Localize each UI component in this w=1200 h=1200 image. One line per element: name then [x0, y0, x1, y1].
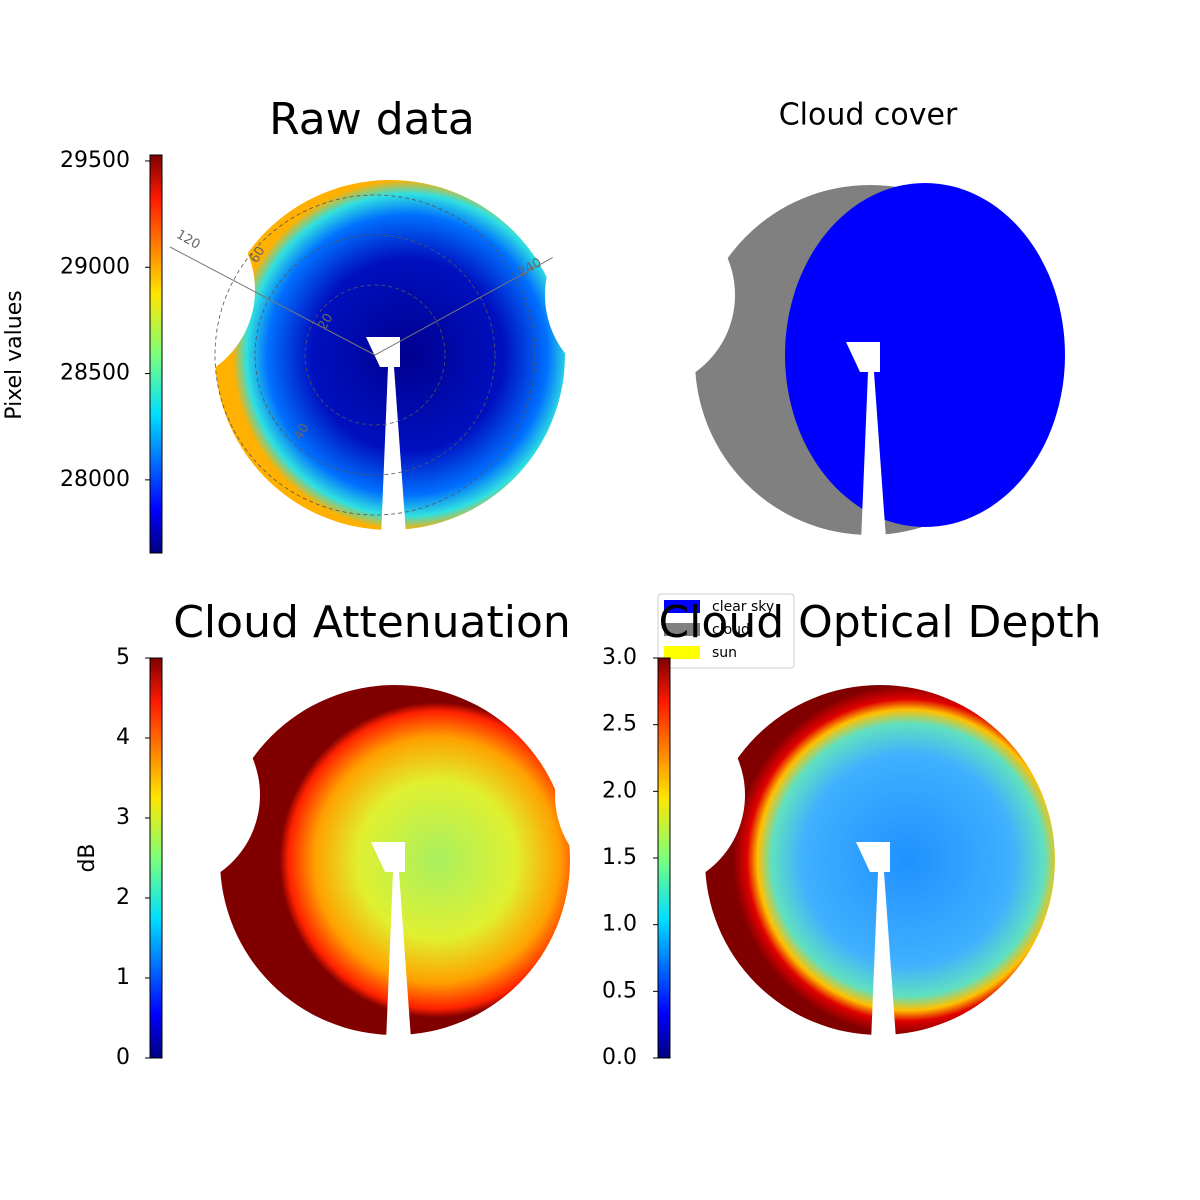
- legend-label: cloud: [712, 622, 750, 638]
- colorbar: [149, 657, 163, 1059]
- polar-label: 60: [247, 244, 268, 266]
- mask-bite: [555, 700, 745, 890]
- legend-label: clear sky: [712, 599, 774, 615]
- colorbar-tick-label: 2.0: [602, 778, 637, 803]
- colorbar-label: dB: [75, 843, 100, 872]
- legend-swatch: [664, 600, 700, 613]
- panel-title: Cloud cover: [779, 98, 958, 133]
- colorbar-tick-label: 0.0: [602, 1045, 637, 1070]
- mast-mask: [366, 337, 408, 562]
- polar-ring: [304, 284, 446, 426]
- colorbar-tick-label: 29000: [60, 254, 130, 279]
- colorbar-tick-label: 1: [116, 965, 130, 990]
- colorbar-tick-label: 29500: [60, 148, 130, 173]
- colorbar-tick-label: 0.5: [602, 978, 637, 1003]
- legend-swatch: [664, 623, 700, 636]
- polar-spoke: [374, 246, 573, 356]
- mask-bite: [70, 700, 260, 890]
- colorbar-tick-label: 3.0: [602, 645, 637, 670]
- colorbar-tick-label: 0: [116, 1045, 130, 1070]
- clear-sky-region: [785, 183, 1065, 527]
- panel-title: Raw data: [269, 94, 475, 145]
- panel-title: Cloud Attenuation: [173, 597, 571, 648]
- mast-mask: [846, 342, 888, 567]
- polar-ring: [214, 194, 536, 516]
- colorbar: [657, 657, 671, 1059]
- colorbar-tick-label: 5: [116, 645, 130, 670]
- colorbar-tick-label: 2.5: [602, 712, 637, 737]
- polar-label: 20: [315, 311, 336, 333]
- mask-bite: [545, 200, 735, 390]
- legend-label: sun: [712, 645, 737, 661]
- colorbar-tick-label: 28000: [60, 467, 130, 492]
- colorbar-tick-label: 1.5: [602, 845, 637, 870]
- mast-mask: [371, 842, 413, 1067]
- colorbar-label: Pixel values: [2, 290, 27, 419]
- polar-label: 40: [291, 421, 312, 443]
- polar-ring: [254, 234, 496, 476]
- polar-spoke: [169, 246, 376, 356]
- colorbar-tick-label: 3: [116, 805, 130, 830]
- legend-swatch: [664, 646, 700, 659]
- panel-title: Cloud Optical Depth: [658, 597, 1101, 648]
- colorbar-tick-label: 4: [116, 725, 130, 750]
- colorbar-tick-label: 2: [116, 885, 130, 910]
- colorbar-tick-label: 1.0: [602, 912, 637, 937]
- mast-mask: [856, 842, 898, 1067]
- colorbar: [149, 154, 163, 554]
- colorbar-tick-label: 28500: [60, 361, 130, 386]
